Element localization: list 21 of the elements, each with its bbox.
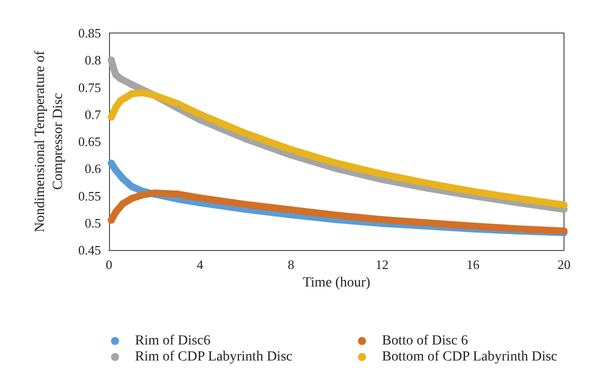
legend-label: Rim of CDP Labyrinth Disc [135, 350, 292, 364]
legend-label: Botto of Disc 6 [382, 334, 468, 348]
x-axis-title: Time (hour) [302, 276, 371, 290]
x-tick-label: 0 [106, 257, 112, 272]
y-tick-label: 0.45 [78, 242, 101, 258]
legend-label: Rim of Disc6 [135, 334, 210, 348]
x-tick-label: 16 [466, 257, 480, 272]
legend-label: Bottom of CDP Labyrinth Disc [382, 350, 558, 364]
y-tick-label: 0.55 [78, 188, 101, 204]
y-tick-label: 0.85 [78, 26, 101, 40]
y-tick-label: 0.5 [84, 215, 101, 230]
y-tick-label: 0.65 [78, 134, 101, 149]
x-tick-label: 8 [288, 257, 294, 272]
x-tick-label: 20 [558, 257, 570, 272]
x-tick-label: 12 [376, 257, 388, 272]
x-tick-label: 4 [196, 257, 204, 272]
y-tick-label: 0.8 [84, 52, 101, 68]
y-axis-title: Nondimensional Temperature of Compressor Disc [32, 50, 66, 232]
y-tick-label: 0.75 [78, 80, 101, 95]
y-tick-label: 0.7 [84, 106, 102, 122]
y-tick-label: 0.6 [84, 161, 102, 176]
